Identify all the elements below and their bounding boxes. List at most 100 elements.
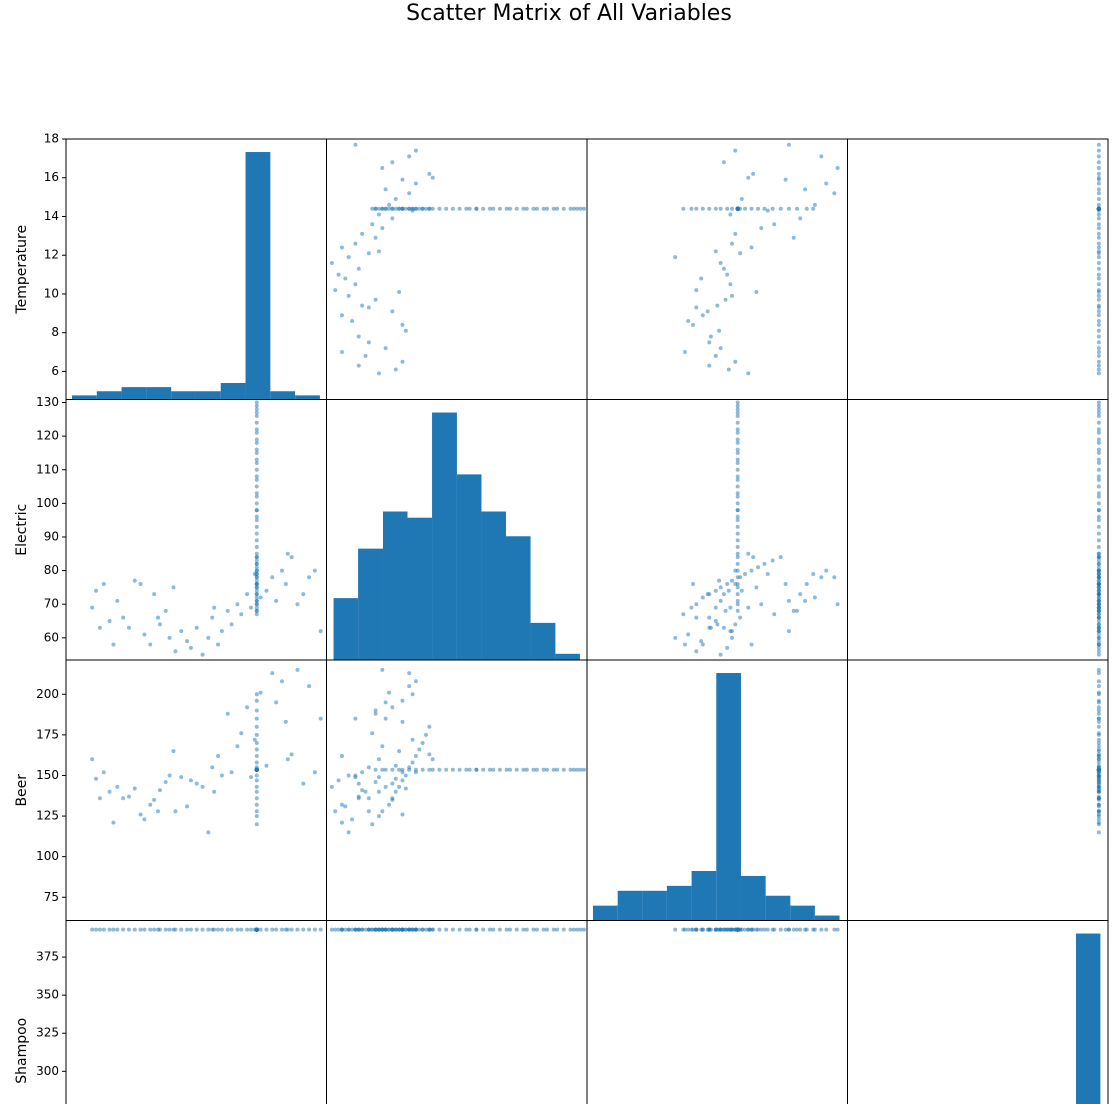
scatter-point — [339, 927, 344, 932]
scatter-point — [464, 927, 469, 932]
scatter-point — [430, 927, 435, 932]
scatter-point — [346, 293, 351, 298]
scatter-point — [735, 420, 740, 425]
histogram-bar — [555, 653, 580, 660]
panel — [586, 138, 848, 400]
scatter-point — [725, 272, 730, 277]
scatter-point — [430, 767, 435, 772]
scatter-point — [1096, 830, 1101, 835]
scatter-point — [794, 206, 799, 211]
panel-frame — [65, 138, 327, 400]
scatter-point — [1096, 822, 1101, 827]
panel — [847, 659, 1109, 921]
scatter-point — [723, 608, 728, 613]
scatter-point — [700, 313, 705, 318]
scatter-point — [94, 588, 99, 593]
scatter-point — [254, 608, 259, 613]
scatter-point — [762, 206, 767, 211]
y-tick-label: 100 — [36, 849, 59, 863]
scatter-point — [430, 206, 435, 211]
scatter-point — [393, 206, 398, 211]
scatter-point — [254, 568, 259, 573]
scatter-point — [346, 927, 351, 932]
scatter-point — [115, 927, 120, 932]
scatter-point — [694, 206, 699, 211]
scatter-point — [1096, 276, 1101, 281]
scatter-point — [1096, 705, 1101, 710]
scatter-point — [686, 632, 691, 637]
scatter-point — [307, 927, 312, 932]
scatter-point — [289, 555, 294, 560]
scatter-point — [107, 789, 112, 794]
scatter-point — [254, 809, 259, 814]
scatter-point — [735, 582, 740, 587]
scatter-point — [561, 927, 566, 932]
scatter-point — [1096, 297, 1101, 302]
scatter-point — [210, 615, 215, 620]
scatter-point — [508, 206, 513, 211]
scatter-point — [376, 212, 381, 217]
scatter-point — [1096, 457, 1101, 462]
scatter-point — [735, 501, 740, 506]
scatter-point — [444, 206, 449, 211]
scatter-point — [383, 927, 388, 932]
scatter-point — [707, 625, 712, 630]
scatter-point — [254, 450, 259, 455]
scatter-point — [819, 154, 824, 159]
scatter-point — [188, 778, 193, 783]
scatter-point — [1096, 245, 1101, 250]
scatter-point — [254, 524, 259, 529]
scatter-point — [811, 571, 816, 576]
scatter-point — [138, 812, 143, 817]
scatter-point — [420, 206, 425, 211]
scatter-point — [390, 767, 395, 772]
scatter-point — [700, 927, 705, 932]
scatter-point — [481, 927, 486, 932]
scatter-point — [376, 249, 381, 254]
histogram-bar — [666, 885, 692, 921]
scatter-point — [1096, 410, 1101, 415]
scatter-point — [329, 784, 334, 789]
scatter-point — [717, 328, 722, 333]
scatter-point — [487, 927, 492, 932]
scatter-point — [1096, 447, 1101, 452]
scatter-point — [152, 927, 157, 932]
histogram-bar — [72, 395, 97, 400]
scatter-point — [229, 770, 234, 775]
scatter-point — [115, 598, 120, 603]
scatter-point — [772, 222, 777, 227]
scatter-point — [497, 206, 502, 211]
scatter-point — [1096, 322, 1101, 327]
scatter-point — [1096, 334, 1101, 339]
scatter-point — [254, 457, 259, 462]
scatter-point — [708, 334, 713, 339]
scatter-point — [1096, 255, 1101, 260]
scatter-point — [397, 206, 402, 211]
scatter-point — [1096, 649, 1101, 654]
scatter-point — [1096, 353, 1101, 358]
y-tick-label: 275 — [36, 1102, 59, 1104]
scatter-point — [735, 437, 740, 442]
panel-frame — [586, 920, 848, 1104]
scatter-point — [508, 927, 513, 932]
scatter-point — [94, 776, 99, 781]
scatter-point — [373, 779, 378, 784]
scatter-point — [1096, 732, 1101, 737]
scatter-point — [581, 767, 586, 772]
scatter-point — [743, 571, 748, 576]
histogram-bar — [1076, 933, 1101, 1104]
scatter-point — [403, 328, 408, 333]
scatter-point — [450, 206, 455, 211]
scatter-point — [733, 148, 738, 153]
panel — [586, 659, 848, 921]
scatter-point — [397, 749, 402, 754]
scatter-point — [450, 767, 455, 772]
scatter-point — [1096, 602, 1101, 607]
scatter-point — [1096, 501, 1101, 506]
scatter-point — [798, 592, 803, 597]
scatter-point — [735, 538, 740, 543]
scatter-point — [245, 592, 250, 597]
scatter-point — [167, 773, 172, 778]
scatter-point — [148, 927, 153, 932]
scatter-point — [239, 612, 244, 617]
